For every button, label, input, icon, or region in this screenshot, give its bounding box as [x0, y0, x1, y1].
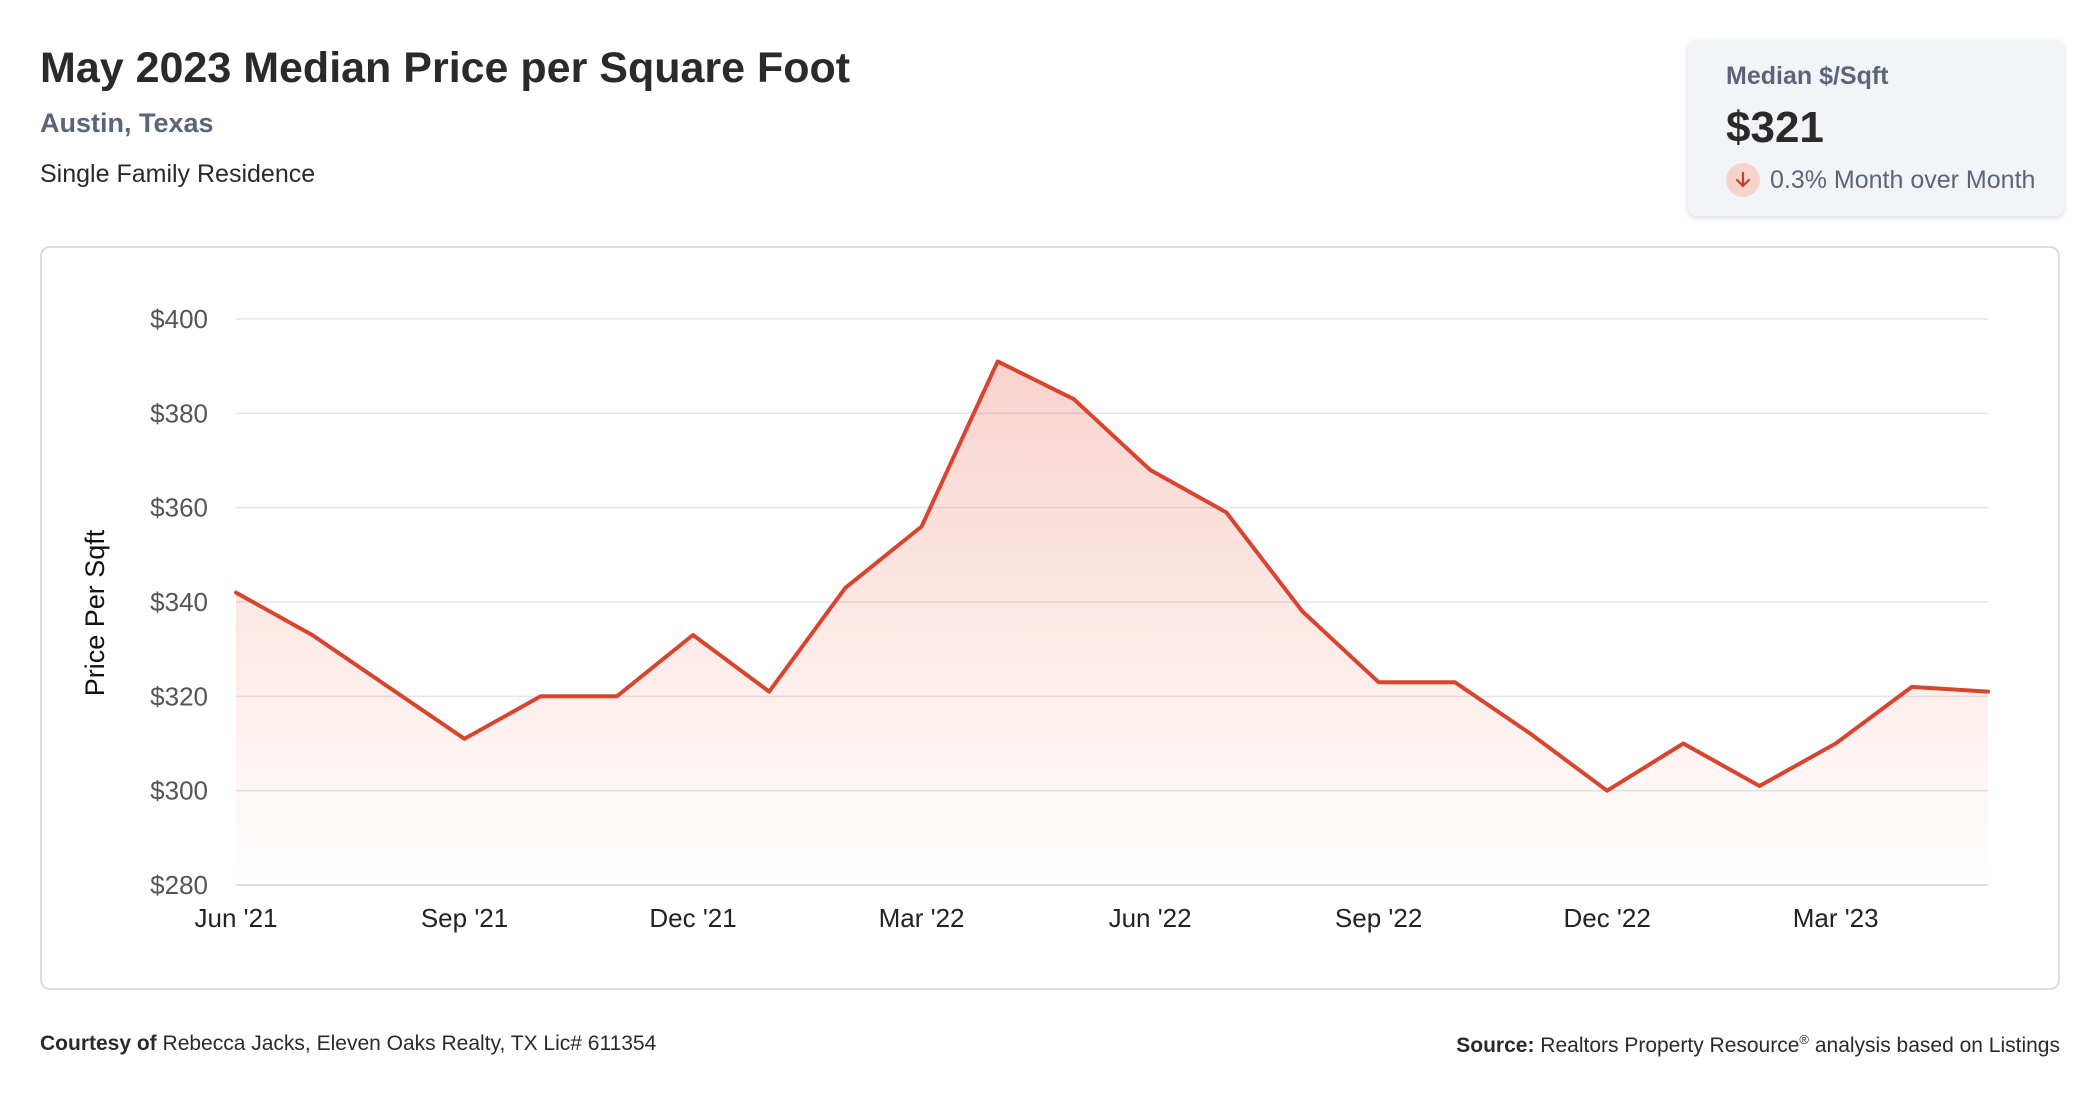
stat-change: 0.3% Month over Month [1726, 163, 2064, 197]
y-tick-label: $300 [150, 776, 208, 806]
data-point[interactable] [766, 689, 772, 695]
data-point[interactable] [842, 585, 848, 591]
y-tick-label: $380 [150, 398, 208, 428]
x-tick-label: Sep '22 [1335, 903, 1422, 933]
data-point[interactable] [1604, 788, 1610, 794]
page-title: May 2023 Median Price per Square Foot [40, 44, 851, 92]
x-tick-label: Mar '23 [1793, 903, 1879, 933]
arrow-down-icon [1726, 163, 1760, 197]
x-tick-label: Sep '21 [421, 903, 508, 933]
data-point[interactable] [1223, 509, 1229, 515]
data-point[interactable] [233, 590, 239, 596]
source-label: Source: [1456, 1034, 1535, 1057]
courtesy-text: Rebecca Jacks, Eleven Oaks Realty, TX Li… [162, 1032, 657, 1055]
price-series-line [234, 359, 1990, 793]
x-tick-label: Jun '22 [1109, 903, 1192, 933]
data-point[interactable] [690, 632, 696, 638]
data-point[interactable] [1528, 731, 1534, 737]
data-point[interactable] [1680, 741, 1686, 747]
x-tick-label: Jun '21 [194, 903, 277, 933]
location-subtitle: Austin, Texas [40, 108, 214, 138]
source-text: Realtors Property Resource [1540, 1034, 1800, 1057]
data-point[interactable] [1756, 783, 1762, 789]
y-tick-label: $320 [150, 681, 208, 711]
stat-value: $321 [1726, 103, 1824, 152]
data-point[interactable] [995, 358, 1001, 364]
y-tick-label: $340 [150, 587, 208, 617]
chart-panel: $280 $300 $320 $340 $360 $380 $400 Jun '21 Sep … [40, 246, 2060, 990]
data-point[interactable] [1376, 679, 1382, 685]
data-point[interactable] [385, 684, 391, 690]
data-point[interactable] [1071, 396, 1077, 402]
y-tick-label: $400 [150, 304, 208, 334]
stat-label: Median $/Sqft [1726, 62, 1889, 90]
registered-mark: ® [1799, 1032, 1809, 1047]
source-text-2: analysis based on Listings [1809, 1034, 2060, 1057]
courtesy-footer: Courtesy of Rebecca Jacks, Eleven Oaks R… [40, 1032, 656, 1056]
courtesy-label: Courtesy of [40, 1032, 157, 1055]
data-point[interactable] [1147, 467, 1153, 473]
y-tick-label: $280 [150, 870, 208, 900]
data-point[interactable] [1909, 684, 1915, 690]
stat-change-text: 0.3% Month over Month [1770, 165, 2036, 194]
source-footer: Source: Realtors Property Resource® anal… [1456, 1032, 2060, 1058]
data-point[interactable] [919, 524, 925, 530]
x-tick-label: Mar '22 [879, 903, 965, 933]
data-point[interactable] [462, 736, 468, 742]
data-point[interactable] [1985, 689, 1991, 695]
median-stat-card: Median $/Sqft $321 0.3% Month over Month [1688, 40, 2064, 216]
data-point[interactable] [1299, 608, 1305, 614]
data-point[interactable] [1452, 679, 1458, 685]
x-tick-label: Dec '22 [1563, 903, 1650, 933]
data-point[interactable] [614, 693, 620, 699]
data-point[interactable] [1833, 741, 1839, 747]
data-point[interactable] [538, 693, 544, 699]
y-tick-label: $360 [150, 493, 208, 523]
price-area-fill [236, 361, 1988, 885]
y-axis-label: Price Per Sqft [80, 529, 110, 696]
data-point[interactable] [309, 632, 315, 638]
price-chart: $280 $300 $320 $340 $360 $380 $400 Jun '21 Sep … [80, 304, 1991, 933]
property-type-label: Single Family Residence [40, 160, 316, 188]
x-tick-label: Dec '21 [649, 903, 736, 933]
